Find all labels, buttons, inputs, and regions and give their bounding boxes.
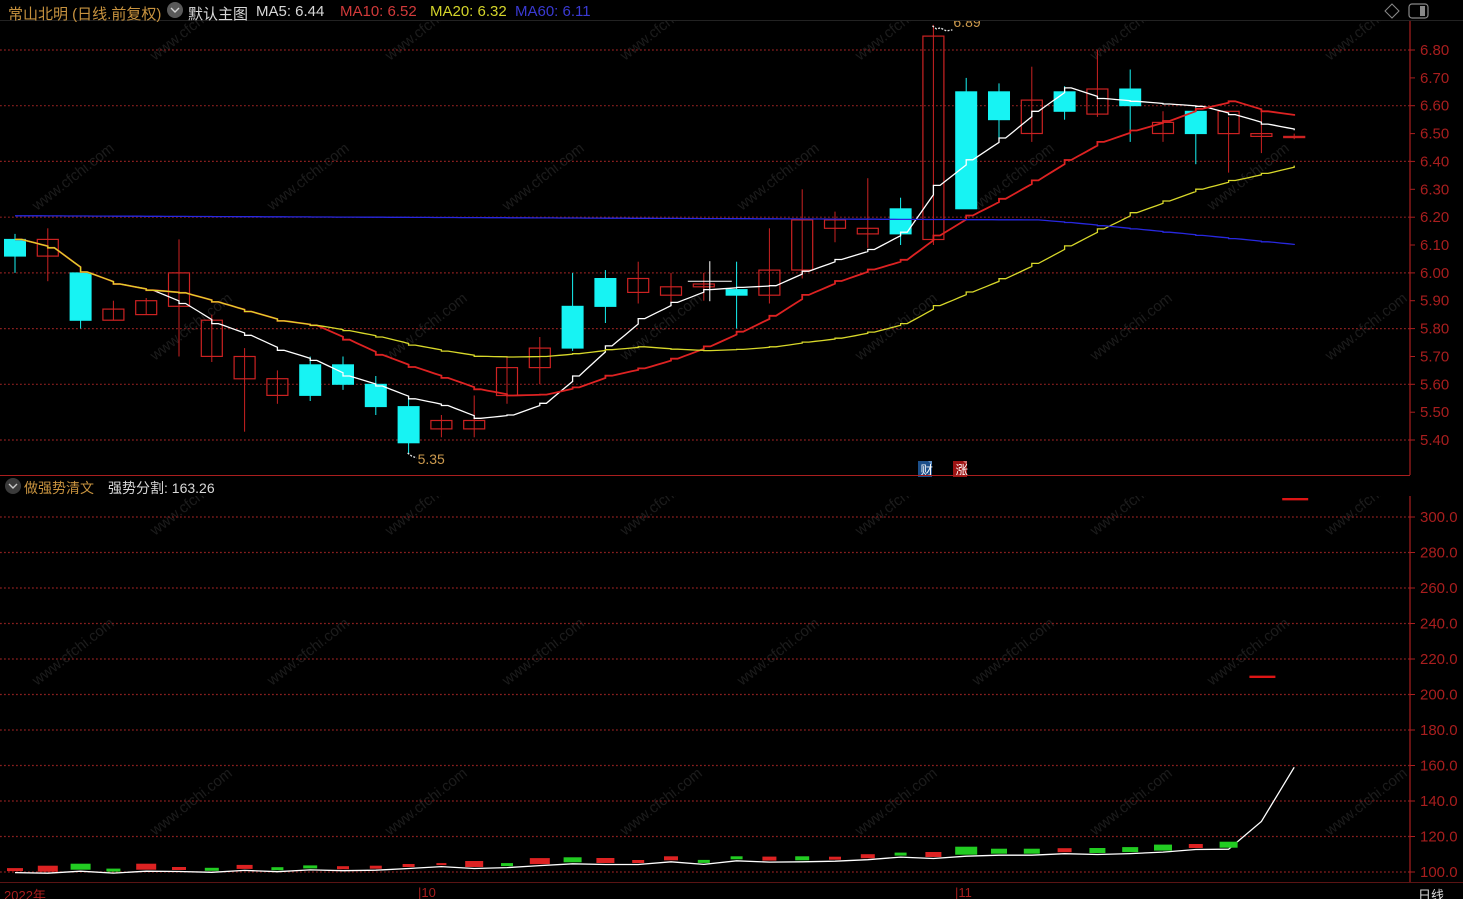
svg-text:www.cfchi.com: www.cfchi.com bbox=[263, 140, 352, 215]
svg-text:www.cfchi.com: www.cfchi.com bbox=[616, 21, 705, 65]
svg-text:www.cfchi.com: www.cfchi.com bbox=[28, 615, 117, 690]
svg-text:5.70: 5.70 bbox=[1420, 349, 1449, 366]
svg-text:120.0: 120.0 bbox=[1420, 829, 1458, 846]
svg-text:www.cfchi.com: www.cfchi.com bbox=[263, 615, 352, 690]
svg-text:6.10: 6.10 bbox=[1420, 237, 1449, 254]
svg-text:220.0: 220.0 bbox=[1420, 651, 1458, 668]
svg-text:5.50: 5.50 bbox=[1420, 404, 1449, 421]
svg-text:www.cfchi.com: www.cfchi.com bbox=[1086, 765, 1175, 840]
svg-text:6.70: 6.70 bbox=[1420, 70, 1449, 87]
svg-text:6.30: 6.30 bbox=[1420, 181, 1449, 198]
svg-text:www.cfchi.com: www.cfchi.com bbox=[381, 765, 470, 840]
svg-text:www.cfchi.com: www.cfchi.com bbox=[381, 496, 470, 540]
svg-text:www.cfchi.com: www.cfchi.com bbox=[1321, 496, 1410, 540]
svg-text:200.0: 200.0 bbox=[1420, 687, 1458, 704]
svg-text:www.cfchi.com: www.cfchi.com bbox=[1321, 21, 1410, 65]
svg-text:260.0: 260.0 bbox=[1420, 580, 1458, 597]
svg-text:www.cfchi.com: www.cfchi.com bbox=[851, 496, 940, 540]
svg-text:www.cfchi.com: www.cfchi.com bbox=[498, 615, 587, 690]
svg-text:5.35: 5.35 bbox=[418, 451, 445, 467]
svg-text:www.cfchi.com: www.cfchi.com bbox=[1321, 765, 1410, 840]
svg-text:240.0: 240.0 bbox=[1420, 616, 1458, 633]
svg-text:100.0: 100.0 bbox=[1420, 864, 1458, 881]
svg-text:www.cfchi.com: www.cfchi.com bbox=[0, 290, 1, 365]
svg-text:160.0: 160.0 bbox=[1420, 758, 1458, 775]
svg-text:140.0: 140.0 bbox=[1420, 793, 1458, 810]
svg-text:www.cfchi.com: www.cfchi.com bbox=[733, 615, 822, 690]
svg-text:www.cfchi.com: www.cfchi.com bbox=[146, 496, 235, 540]
svg-text:www.cfchi.com: www.cfchi.com bbox=[381, 290, 470, 365]
svg-text:6.50: 6.50 bbox=[1420, 126, 1449, 143]
svg-text:www.cfchi.com: www.cfchi.com bbox=[1086, 21, 1175, 65]
svg-text:www.cfchi.com: www.cfchi.com bbox=[0, 496, 1, 540]
svg-text:6.40: 6.40 bbox=[1420, 153, 1449, 170]
svg-text:6.80: 6.80 bbox=[1420, 42, 1449, 59]
svg-text:6.89: 6.89 bbox=[953, 21, 980, 30]
svg-text:www.cfchi.com: www.cfchi.com bbox=[851, 765, 940, 840]
svg-text:5.80: 5.80 bbox=[1420, 321, 1449, 338]
svg-text:5.90: 5.90 bbox=[1420, 293, 1449, 310]
svg-text:www.cfchi.com: www.cfchi.com bbox=[0, 765, 1, 840]
svg-text:www.cfchi.com: www.cfchi.com bbox=[1086, 290, 1175, 365]
svg-text:www.cfchi.com: www.cfchi.com bbox=[851, 21, 940, 65]
svg-text:www.cfchi.com: www.cfchi.com bbox=[1203, 615, 1292, 690]
svg-text:www.cfchi.com: www.cfchi.com bbox=[28, 140, 117, 215]
svg-text:300.0: 300.0 bbox=[1420, 509, 1458, 526]
svg-text:6.00: 6.00 bbox=[1420, 265, 1449, 282]
svg-text:www.cfchi.com: www.cfchi.com bbox=[498, 140, 587, 215]
svg-text:5.40: 5.40 bbox=[1420, 432, 1449, 449]
svg-text:www.cfchi.com: www.cfchi.com bbox=[146, 21, 235, 65]
svg-text:www.cfchi.com: www.cfchi.com bbox=[733, 140, 822, 215]
svg-text:5.60: 5.60 bbox=[1420, 376, 1449, 393]
svg-text:www.cfchi.com: www.cfchi.com bbox=[616, 765, 705, 840]
svg-text:www.cfchi.com: www.cfchi.com bbox=[1086, 496, 1175, 540]
svg-text:www.cfchi.com: www.cfchi.com bbox=[1321, 290, 1410, 365]
svg-text:6.60: 6.60 bbox=[1420, 98, 1449, 115]
svg-text:www.cfchi.com: www.cfchi.com bbox=[968, 615, 1057, 690]
svg-text:180.0: 180.0 bbox=[1420, 722, 1458, 739]
svg-text:www.cfchi.com: www.cfchi.com bbox=[851, 290, 940, 365]
svg-text:www.cfchi.com: www.cfchi.com bbox=[146, 765, 235, 840]
svg-text:www.cfchi.com: www.cfchi.com bbox=[381, 21, 470, 65]
svg-text:6.20: 6.20 bbox=[1420, 209, 1449, 226]
svg-text:www.cfchi.com: www.cfchi.com bbox=[0, 21, 1, 65]
svg-text:280.0: 280.0 bbox=[1420, 545, 1458, 562]
svg-text:www.cfchi.com: www.cfchi.com bbox=[616, 496, 705, 540]
